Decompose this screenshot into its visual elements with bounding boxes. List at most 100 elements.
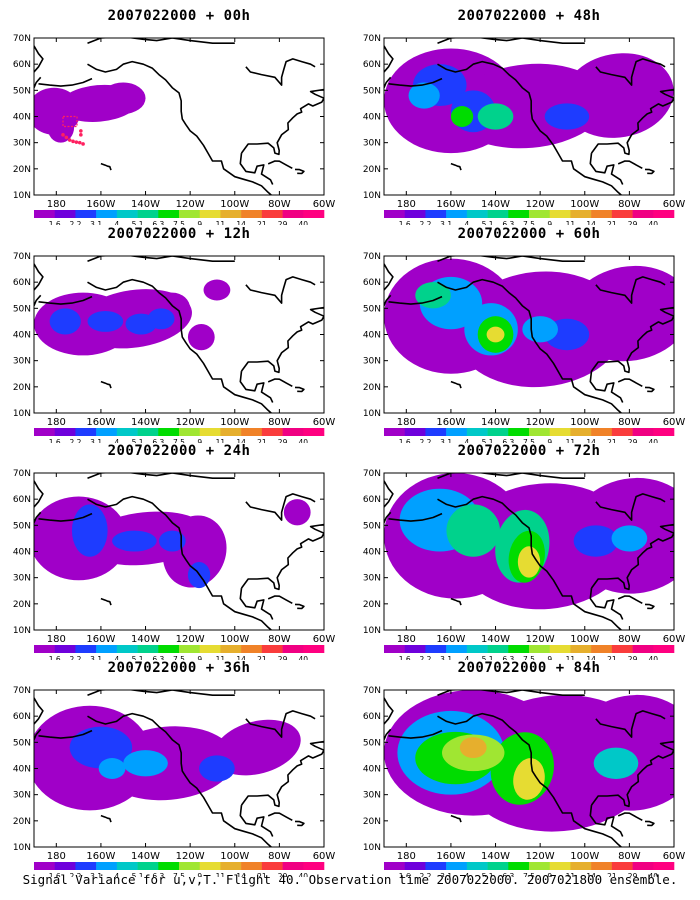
colorbar-label: 5.1	[132, 872, 144, 877]
map-panel-48h: 2007022000 + 48h 70N 60N 50N 40N 30N 20N 10N 18…	[350, 8, 690, 225]
colorbar-label: 3.1	[440, 872, 452, 877]
colorbar-swatch	[54, 645, 76, 653]
colorbar-label: 40	[299, 872, 309, 877]
colorbar-swatch	[487, 645, 509, 653]
colorbar-label: 7.5	[523, 872, 535, 877]
colorbar-swatch	[303, 645, 325, 653]
lon-label: 80W	[618, 634, 641, 645]
colorbar-label: 1.6	[399, 872, 411, 877]
variance-contour	[562, 53, 674, 138]
colorbar-swatch	[282, 428, 304, 436]
lon-label: 120W	[526, 199, 555, 210]
colorbar-swatch	[570, 428, 592, 436]
lat-label: 70N	[363, 252, 381, 262]
colorbar-label: 2.2	[69, 438, 81, 443]
lat-label: 30N	[363, 791, 381, 801]
colorbar-label: 3.1	[440, 220, 452, 225]
colorbar-swatch	[632, 862, 654, 870]
colorbar-label: 2.2	[69, 872, 81, 877]
colorbar-swatch	[508, 428, 530, 436]
colorbar-swatch	[75, 210, 97, 218]
lon-label: 60W	[663, 199, 686, 210]
lat-label: 40N	[13, 331, 31, 341]
lon-label: 60W	[313, 199, 336, 210]
colorbar-label: 3.1	[440, 655, 452, 660]
colorbar-swatch	[404, 210, 426, 218]
colorbar-swatch	[653, 862, 675, 870]
lat-label: 60N	[363, 712, 381, 722]
colorbar-label: 3.1	[440, 438, 452, 443]
observation-marker	[61, 133, 65, 137]
map-plot: 70N 60N 50N 40N 30N 20N 10N 180 160W 140W 120W 100W…	[363, 252, 686, 443]
colorbar-swatch	[529, 428, 551, 436]
colorbar-label: 6.3	[502, 220, 514, 225]
lon-label: 120W	[176, 634, 205, 645]
lon-label: 140W	[131, 634, 160, 645]
lon-label: 160W	[86, 634, 115, 645]
colorbar-swatch	[75, 862, 97, 870]
lat-label: 20N	[13, 165, 31, 175]
variance-contour	[513, 758, 545, 800]
variance-contour	[573, 525, 619, 557]
colorbar-swatch	[75, 645, 97, 653]
observation-marker	[64, 135, 69, 140]
lon-label: 60W	[663, 634, 686, 645]
lon-label: 60W	[313, 634, 336, 645]
colorbar-label: 7.5	[173, 655, 185, 660]
colorbar-label: 11	[216, 872, 226, 877]
lon-label: 140W	[481, 417, 510, 428]
colorbar-swatch	[404, 862, 426, 870]
lon-label: 180	[47, 851, 66, 862]
lat-label: 50N	[363, 738, 381, 748]
map-plot: 70N 60N 50N 40N 30N 20N 10N 180 160W 140W 120W 100W…	[363, 34, 686, 225]
coastline	[384, 256, 674, 413]
colorbar-swatch	[653, 210, 675, 218]
lon-label: 140W	[131, 199, 160, 210]
colorbar-label: 21	[607, 220, 617, 225]
colorbar-swatch	[96, 428, 118, 436]
colorbar-label: 1.6	[399, 655, 411, 660]
colorbar-swatch	[137, 645, 159, 653]
colorbar-label: 40	[299, 438, 309, 443]
colorbar-label: 9	[197, 872, 202, 877]
colorbar-label: 40	[649, 438, 659, 443]
colorbar-swatch	[96, 210, 118, 218]
colorbar-swatch	[549, 645, 571, 653]
variance-contour	[158, 530, 186, 552]
coastline	[384, 38, 674, 195]
variance-contour	[611, 525, 648, 552]
lat-label: 50N	[13, 304, 31, 314]
colorbar-swatch	[54, 428, 76, 436]
variance-contour	[123, 750, 168, 777]
observation-marker	[74, 140, 79, 144]
colorbar-swatch	[384, 428, 406, 436]
variance-contour	[98, 758, 126, 779]
observation-marker	[79, 133, 83, 137]
map-plot: 70N 60N 50N 40N 30N 20N 10N 180 160W 140W 120W 100W…	[13, 252, 336, 443]
lat-label: 30N	[363, 139, 381, 149]
colorbar-swatch	[158, 862, 180, 870]
colorbar-swatch	[241, 428, 263, 436]
colorbar-swatch	[220, 428, 242, 436]
colorbar-swatch	[137, 210, 159, 218]
map-plot: 70N 60N 50N 40N 30N 20N 10N 180 160W 140W 120W 100W…	[13, 686, 336, 877]
lat-label: 10N	[13, 843, 31, 853]
lon-label: 100W	[220, 417, 249, 428]
lat-label: 30N	[363, 574, 381, 584]
colorbar-swatch	[508, 862, 530, 870]
colorbar-swatch	[466, 428, 488, 436]
panel-title: 2007022000 + 24h	[107, 443, 251, 459]
coastline	[34, 256, 324, 413]
lat-label: 10N	[363, 191, 381, 201]
lat-label: 70N	[363, 469, 381, 479]
colorbar-label: 6.3	[502, 438, 514, 443]
lat-label: 40N	[363, 113, 381, 123]
colorbar-swatch	[384, 210, 406, 218]
lat-label: 60N	[363, 495, 381, 505]
colorbar-swatch	[446, 645, 468, 653]
variance-contour	[544, 103, 590, 130]
coastline	[384, 473, 674, 630]
colorbar-label: 1.6	[49, 438, 61, 443]
colorbar-swatch	[591, 645, 613, 653]
colorbar-label: 3.1	[90, 438, 102, 443]
